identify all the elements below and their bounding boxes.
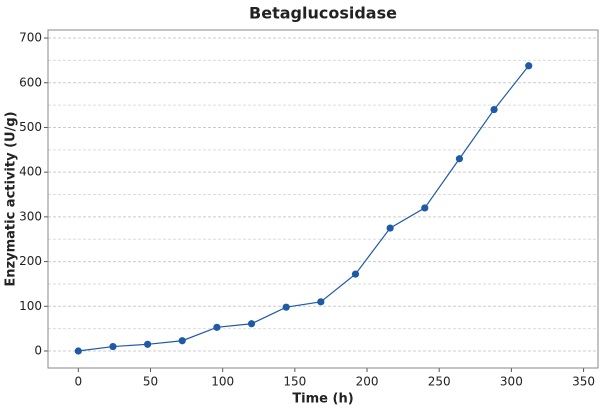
x-tick-label: 200: [356, 375, 379, 389]
data-point: [109, 342, 117, 351]
y-tick-label: 500: [19, 120, 42, 134]
x-tick-label: 300: [500, 375, 523, 389]
data-point: [455, 155, 464, 163]
data-point: [213, 323, 221, 331]
data-point: [421, 204, 429, 212]
x-tick-label: 0: [74, 375, 82, 389]
y-axis-title: Enzymatic activity (U/g): [4, 111, 19, 286]
x-tick-label: 350: [572, 375, 595, 389]
data-point: [490, 105, 498, 114]
data-point: [74, 347, 82, 355]
data-point: [144, 340, 152, 348]
y-tick-label: 300: [19, 209, 42, 223]
data-point: [386, 224, 394, 232]
y-tick-label: 700: [19, 31, 42, 45]
x-tick-label: 100: [211, 375, 234, 389]
plot-frame: [47, 29, 599, 369]
data-point: [317, 298, 325, 306]
data-point: [351, 270, 360, 278]
x-tick-label: 50: [143, 375, 158, 389]
data-point: [178, 337, 186, 345]
data-point: [525, 62, 533, 70]
y-tick-label: 400: [19, 165, 42, 179]
y-tick-label: 600: [19, 75, 42, 89]
data-line: [78, 65, 530, 352]
x-tick-label: 150: [283, 375, 306, 389]
y-tick-label: 0: [34, 344, 42, 358]
y-tick-label: 200: [19, 254, 42, 268]
x-tick-label: 250: [428, 375, 451, 389]
y-tick-label: 100: [19, 299, 42, 313]
data-point: [247, 320, 256, 328]
chart-title: Betaglucosidase: [249, 4, 397, 23]
x-axis-title: Time (h): [292, 392, 353, 407]
data-point: [282, 303, 290, 311]
